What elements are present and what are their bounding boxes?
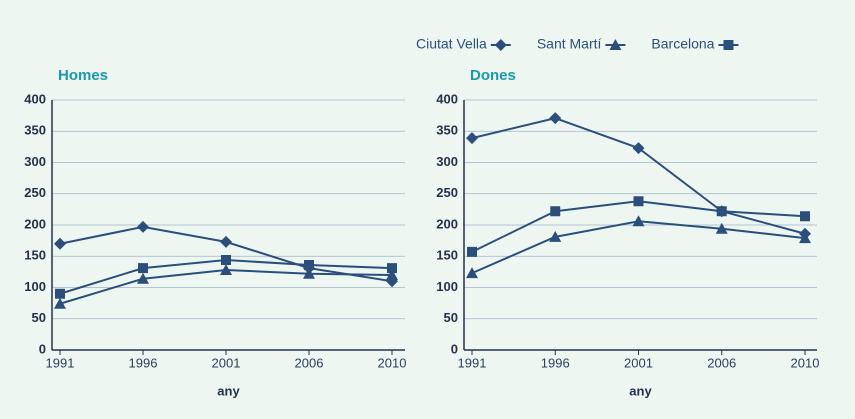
chart-title: Dones <box>470 67 516 84</box>
y-tick-label: 400 <box>24 91 46 106</box>
chart-title: Homes <box>58 67 108 84</box>
marker <box>800 211 810 222</box>
marker <box>55 288 65 299</box>
y-tick-label: 300 <box>24 154 46 169</box>
marker <box>54 237 66 250</box>
y-tick-label: 150 <box>24 248 46 263</box>
marker <box>304 260 314 270</box>
marker <box>466 132 478 145</box>
marker <box>221 255 231 265</box>
marker <box>716 206 727 217</box>
line <box>471 220 806 275</box>
x-tick-label: 2006 <box>295 355 324 370</box>
y-tick-label: 0 <box>451 341 458 356</box>
line <box>59 268 393 305</box>
x-tick-label: 2010 <box>378 355 407 370</box>
x-tick-label: 1996 <box>129 355 158 370</box>
y-tick-label: 50 <box>32 310 46 325</box>
y-tick-label: 400 <box>436 91 458 106</box>
y-tick-label: 200 <box>436 216 458 231</box>
y-tick-label: 350 <box>436 123 458 138</box>
marker <box>632 215 645 227</box>
x-axis-label: any <box>217 383 240 398</box>
y-tick-label: 0 <box>39 341 46 356</box>
marker <box>715 222 728 234</box>
x-tick-label: 1991 <box>458 355 487 370</box>
marker <box>137 220 149 233</box>
legend-label: Sant Martí <box>537 36 602 52</box>
y-tick-label: 250 <box>24 185 46 200</box>
marker <box>303 267 315 279</box>
y-tick-label: 100 <box>436 279 458 294</box>
y-tick-label: 200 <box>24 216 46 231</box>
marker <box>386 269 398 280</box>
y-tick-label: 300 <box>436 154 458 169</box>
marker <box>138 263 148 274</box>
marker <box>632 142 645 155</box>
marker <box>549 112 562 125</box>
line <box>471 200 806 253</box>
legend-label: Ciutat Vella <box>416 36 487 52</box>
marker <box>137 272 149 284</box>
x-tick-label: 2001 <box>212 355 241 370</box>
marker <box>633 196 644 207</box>
marker <box>387 263 397 274</box>
legend-label: Barcelona <box>651 36 714 52</box>
x-tick-label: 2006 <box>707 355 736 370</box>
marker <box>220 264 232 275</box>
marker <box>550 206 561 217</box>
legend-marker <box>609 39 622 50</box>
x-tick-label: 1991 <box>46 355 75 370</box>
y-tick-label: 250 <box>436 185 458 200</box>
y-tick-label: 50 <box>444 310 458 325</box>
legend-marker <box>723 40 734 50</box>
marker <box>220 235 232 248</box>
y-tick-label: 350 <box>24 123 46 138</box>
x-tick-label: 2001 <box>624 355 653 370</box>
marker <box>467 246 477 257</box>
x-tick-label: 2010 <box>791 355 820 370</box>
marker <box>799 232 811 244</box>
marker <box>549 230 562 242</box>
x-tick-label: 1996 <box>541 355 570 370</box>
legend-marker <box>494 39 507 51</box>
y-tick-label: 150 <box>436 248 458 263</box>
marker <box>466 267 478 279</box>
marker <box>54 297 66 309</box>
y-tick-label: 100 <box>24 279 46 294</box>
x-axis-label: any <box>629 383 652 398</box>
